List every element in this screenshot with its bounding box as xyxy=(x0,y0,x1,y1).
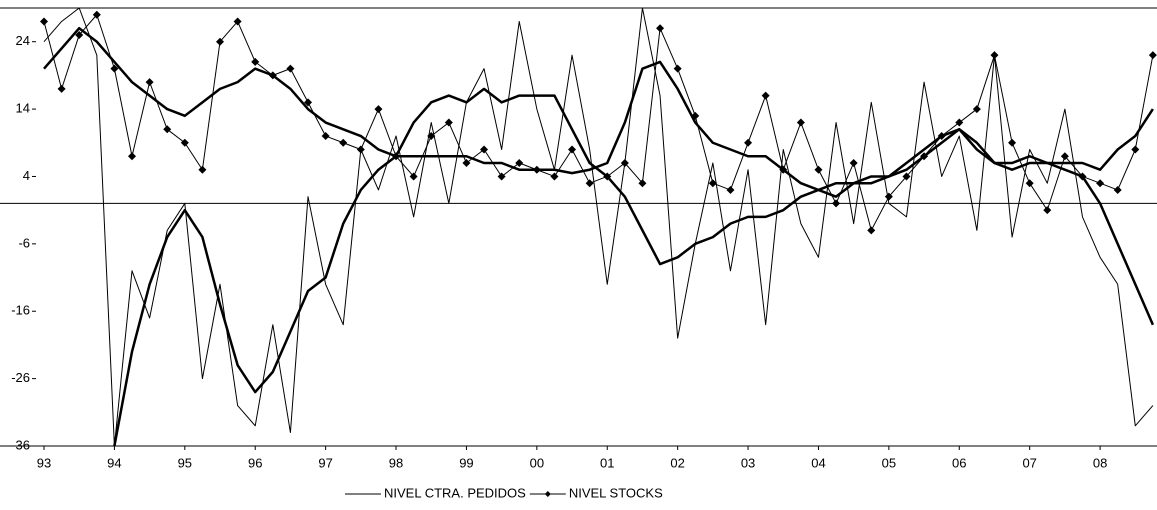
marker xyxy=(1025,179,1034,188)
marker xyxy=(585,179,594,188)
x-tick-label: 96 xyxy=(248,455,262,470)
marker xyxy=(744,138,753,147)
series-line xyxy=(43,26,1154,192)
marker xyxy=(339,138,348,147)
y-tick-label: -26 xyxy=(11,370,30,385)
series-line xyxy=(43,8,1154,447)
marker xyxy=(427,132,436,141)
marker xyxy=(233,17,242,26)
marker xyxy=(480,145,489,154)
marker xyxy=(1113,185,1122,194)
marker xyxy=(638,179,647,188)
marker xyxy=(656,24,665,33)
marker xyxy=(198,165,207,174)
marker xyxy=(1148,51,1157,60)
x-tick-label: 01 xyxy=(600,455,614,470)
x-tick-label: 04 xyxy=(811,455,825,470)
marker xyxy=(515,158,524,167)
marker xyxy=(884,192,893,201)
marker xyxy=(902,172,911,181)
y-tick-label: 24 xyxy=(16,33,30,48)
series-line xyxy=(113,87,1155,447)
marker xyxy=(814,165,823,174)
x-tick-label: 08 xyxy=(1093,455,1107,470)
legend-marker xyxy=(544,491,551,497)
marker xyxy=(849,158,858,167)
marker xyxy=(251,57,260,66)
marker xyxy=(1096,179,1105,188)
legend-label: NIVEL STOCKS xyxy=(569,485,663,500)
marker xyxy=(180,138,189,147)
x-tick-label: 02 xyxy=(670,455,684,470)
marker xyxy=(990,51,999,60)
marker xyxy=(356,145,365,154)
marker xyxy=(92,10,101,19)
marker xyxy=(110,64,119,73)
marker xyxy=(128,152,137,161)
x-tick-label: 93 xyxy=(37,455,51,470)
plot-area xyxy=(40,8,1157,447)
marker xyxy=(75,30,84,39)
marker xyxy=(216,37,225,46)
x-tick-label: 05 xyxy=(882,455,896,470)
x-tick-label: 98 xyxy=(389,455,403,470)
marker xyxy=(955,118,964,127)
marker xyxy=(568,145,577,154)
marker xyxy=(163,125,172,134)
marker xyxy=(726,185,735,194)
marker xyxy=(409,172,418,181)
y-tick-label: -6 xyxy=(18,235,30,250)
marker xyxy=(497,172,506,181)
legend-label: NIVEL CTRA. PEDIDOS xyxy=(384,485,526,500)
marker xyxy=(620,158,629,167)
y-tick-label: 4 xyxy=(23,168,30,183)
marker xyxy=(40,17,48,26)
y-tick-label: -36 xyxy=(11,437,30,452)
marker xyxy=(57,84,66,93)
x-tick-label: 07 xyxy=(1022,455,1036,470)
marker xyxy=(1008,138,1017,147)
x-tick-label: 99 xyxy=(459,455,473,470)
marker xyxy=(761,91,770,100)
marker xyxy=(867,226,876,235)
x-tick-label: 97 xyxy=(318,455,332,470)
marker xyxy=(796,118,805,127)
x-tick-label: 03 xyxy=(741,455,755,470)
marker xyxy=(550,172,559,181)
marker xyxy=(1043,206,1052,215)
series-line xyxy=(43,14,1154,231)
marker xyxy=(1131,145,1140,154)
y-tick-label: 14 xyxy=(16,101,30,116)
marker xyxy=(145,78,154,87)
x-tick-label: 06 xyxy=(952,455,966,470)
marker xyxy=(708,179,717,188)
marker xyxy=(972,105,981,114)
marker xyxy=(286,64,295,73)
marker xyxy=(673,64,682,73)
x-tick-label: 94 xyxy=(107,455,121,470)
marker xyxy=(374,105,383,114)
marker xyxy=(321,132,330,141)
marker xyxy=(1060,152,1069,161)
x-tick-label: 00 xyxy=(530,455,544,470)
marker xyxy=(304,98,313,107)
marker xyxy=(462,158,471,167)
marker xyxy=(444,118,453,127)
x-tick-label: 95 xyxy=(178,455,192,470)
y-tick-label: -16 xyxy=(11,303,30,318)
